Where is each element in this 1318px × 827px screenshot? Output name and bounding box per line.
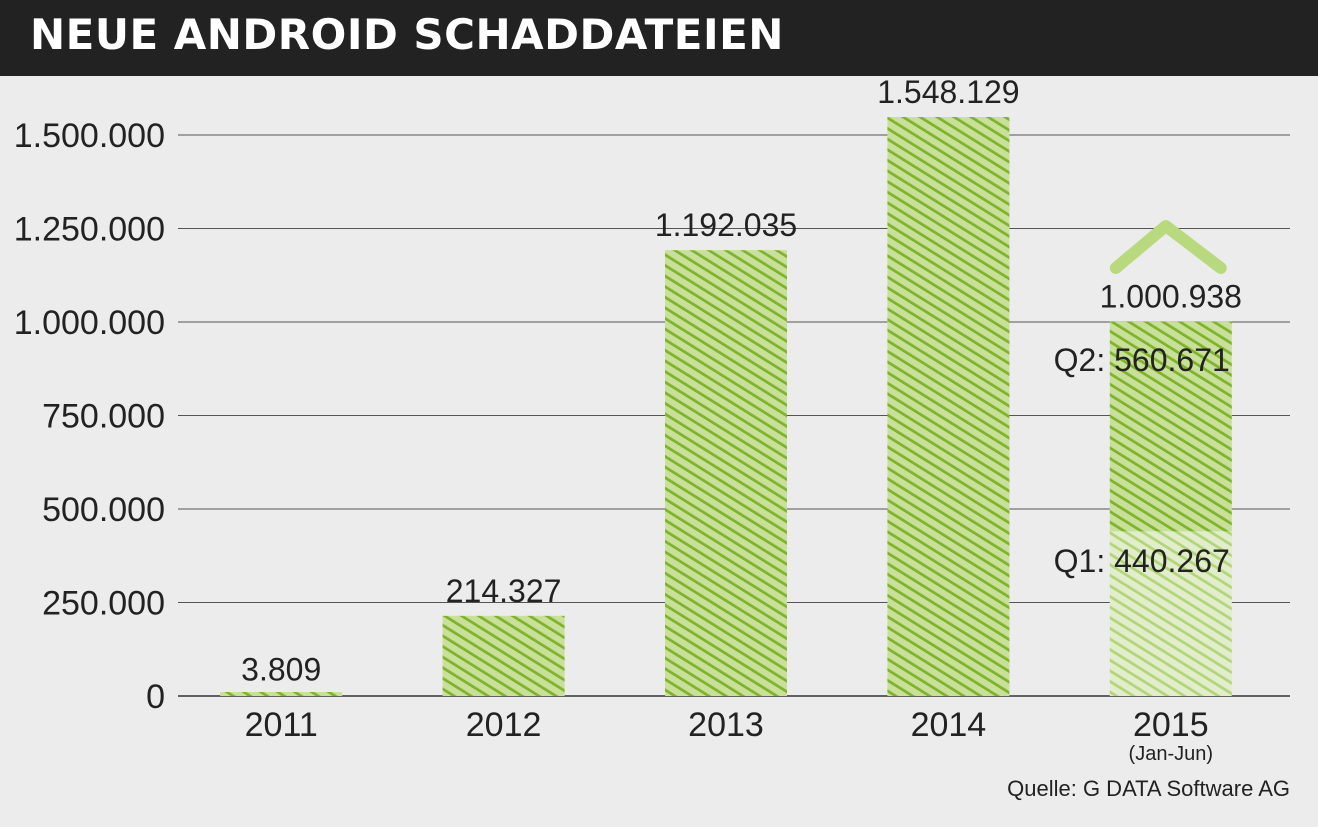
x-tick-label: 2013 (688, 706, 764, 744)
bar (220, 692, 343, 696)
bar (665, 250, 787, 697)
source-note: Quelle: G DATA Software AG (1007, 776, 1290, 801)
x-tick-label: 2011 (245, 706, 318, 744)
bar-value-label: 1.192.035 (655, 207, 797, 243)
y-tick-label: 500.000 (42, 491, 165, 529)
q1-label: Q1: 440.267 (1054, 543, 1230, 579)
x-tick-label: 2014 (911, 706, 987, 744)
y-tick-label: 250.000 (42, 585, 165, 623)
chart-title: NEUE ANDROID SCHADDATEIEN (30, 10, 784, 59)
bar-2015-q2 (1109, 321, 1232, 532)
y-tick-label: 1.000.000 (14, 304, 165, 342)
title-bar: NEUE ANDROID SCHADDATEIEN (0, 0, 1318, 76)
bar (442, 615, 565, 696)
projection-arrow-icon (1109, 220, 1227, 274)
bar-value-label: 3.809 (241, 652, 321, 688)
x-tick-label: 2012 (466, 706, 542, 744)
y-tick-label: 750.000 (42, 398, 165, 436)
y-tick-label: 0 (146, 678, 165, 716)
x-tick-label: 2015 (1133, 706, 1209, 744)
bar-value-label: 1.548.129 (877, 74, 1019, 110)
x-tick-sublabel: (Jan-Jun) (1129, 743, 1213, 765)
bar-value-label: 1.000.938 (1100, 279, 1242, 315)
y-tick-label: 1.250.000 (14, 211, 165, 249)
bar-2015-q1 (1109, 531, 1232, 696)
q2-label: Q2: 560.671 (1054, 342, 1230, 378)
bar-value-label: 214.327 (446, 573, 562, 609)
y-tick-label: 1.500.000 (14, 117, 165, 155)
bar (887, 116, 1010, 696)
